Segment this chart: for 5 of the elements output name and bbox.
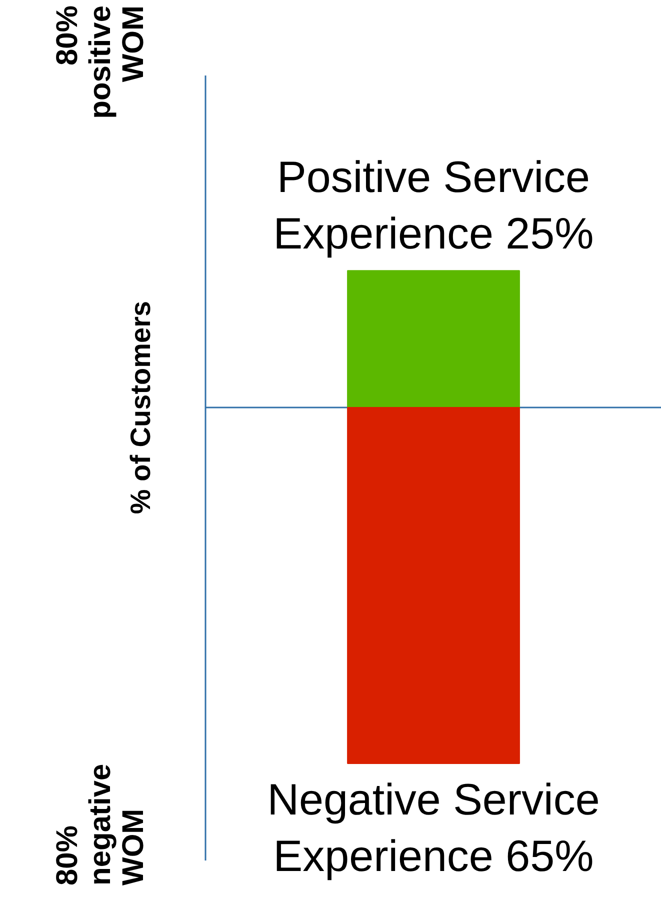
text: 80% positive WOM xyxy=(51,5,150,119)
data-label: Negative Service Experience 65% xyxy=(267,776,600,881)
text: 80% negative WOM xyxy=(51,764,150,886)
data-label: Positive Service Experience 25% xyxy=(273,153,594,259)
text: % of Customers xyxy=(125,300,156,514)
